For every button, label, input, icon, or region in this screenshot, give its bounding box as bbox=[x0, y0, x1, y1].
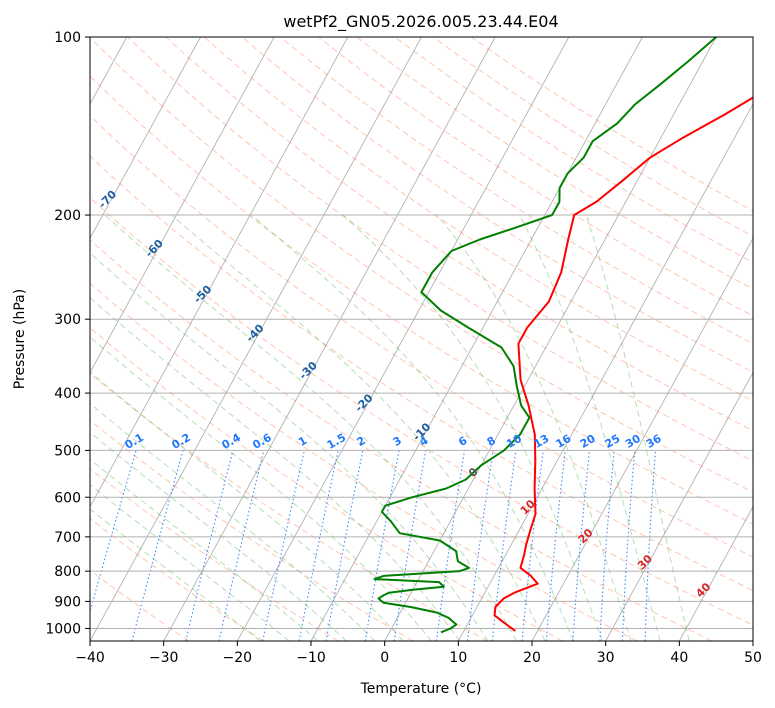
dry-adiabat-line bbox=[356, 37, 753, 290]
mixing-ratio-line bbox=[90, 450, 137, 614]
moist-adiabat-line bbox=[171, 214, 546, 641]
dry-adiabat-line bbox=[470, 37, 753, 212]
mixing-ratio-line bbox=[364, 450, 400, 641]
chart-title: wetPf2_GN05.2026.005.23.44.E04 bbox=[283, 12, 558, 32]
isotherm-line bbox=[605, 371, 753, 641]
x-tick-label: 0 bbox=[380, 650, 389, 666]
dry-adiabat-line bbox=[90, 37, 753, 493]
x-tick-label: 10 bbox=[449, 650, 467, 666]
isotherm-label: -80 bbox=[46, 143, 69, 166]
x-tick-label: −10 bbox=[296, 650, 326, 666]
moist-adiabat-line bbox=[90, 252, 489, 641]
y-tick-label: 1000 bbox=[45, 621, 81, 637]
x-tick-label: −40 bbox=[75, 650, 105, 666]
dry-adiabat-line bbox=[90, 155, 753, 592]
isotherm-line bbox=[90, 37, 422, 641]
y-tick-label: 600 bbox=[54, 490, 81, 506]
dry-adiabat-line bbox=[90, 282, 638, 641]
dry-adiabat-line bbox=[280, 37, 753, 345]
y-tick-label: 900 bbox=[54, 594, 81, 610]
isotherm-line bbox=[752, 640, 753, 641]
moist-adiabat-line bbox=[104, 214, 517, 641]
dry-adiabat-line bbox=[394, 37, 753, 263]
mixing-ratio-line bbox=[218, 450, 265, 641]
isotherm-line bbox=[90, 37, 275, 374]
moist-adiabat-line bbox=[585, 214, 690, 641]
pressure-gridlines bbox=[90, 37, 753, 629]
mixing-ratio-line bbox=[262, 450, 305, 641]
isotherm-line bbox=[310, 37, 643, 641]
moist-adiabat-line bbox=[518, 214, 661, 641]
dry-adiabat-line bbox=[90, 115, 753, 558]
moist-adiabat-line bbox=[90, 402, 376, 641]
isotherm-line bbox=[90, 37, 201, 240]
mixing-ratio-line bbox=[393, 450, 427, 641]
x-axis: −40 −30 −20 −10 0 10 20 30 40 50 bbox=[75, 641, 762, 666]
y-tick-label: 200 bbox=[54, 208, 81, 224]
x-tick-label: −30 bbox=[149, 650, 179, 666]
isotherm-line bbox=[531, 237, 753, 641]
dry-adiabat-line bbox=[90, 196, 753, 626]
dry-adiabat-line bbox=[432, 37, 753, 237]
moist-adiabat-line bbox=[250, 214, 575, 641]
y-axis: 100 200 300 400 500 600 700 800 900 1000 bbox=[45, 30, 90, 637]
isotherm-line bbox=[163, 37, 496, 641]
y-tick-label: 700 bbox=[54, 530, 81, 546]
isotherm-line bbox=[236, 37, 570, 641]
isotherm-line bbox=[90, 37, 349, 508]
x-tick-label: 20 bbox=[523, 650, 541, 666]
dry-adiabat-line bbox=[318, 37, 753, 317]
x-tick-label: 50 bbox=[744, 650, 762, 666]
x-tick-label: −20 bbox=[223, 650, 253, 666]
dry-adiabat-line bbox=[127, 37, 753, 462]
dry-adiabat-line bbox=[90, 75, 753, 525]
moist-adiabat-line bbox=[90, 336, 432, 641]
mixing-ratio-line bbox=[298, 450, 339, 641]
x-axis-title: Temperature (°C) bbox=[360, 681, 482, 697]
moist-adiabat-line bbox=[436, 214, 632, 641]
plot-background bbox=[90, 37, 753, 641]
mixing-ratio-line bbox=[131, 450, 184, 641]
y-axis-title: Pressure (hPa) bbox=[12, 289, 28, 389]
isotherm-line bbox=[678, 505, 753, 641]
y-tick-label: 300 bbox=[54, 312, 81, 328]
mixing-ratio-line bbox=[185, 450, 234, 641]
moist-adiabat-line bbox=[90, 458, 319, 641]
y-tick-label: 800 bbox=[54, 564, 81, 580]
y-tick-label: 400 bbox=[54, 386, 81, 402]
profile-series bbox=[373, 37, 753, 634]
isotherm-label: -90 bbox=[2, 90, 25, 113]
y-tick-label: 100 bbox=[54, 30, 81, 46]
dewpoint-profile-line bbox=[373, 37, 717, 634]
moist-adiabat-line bbox=[342, 214, 603, 641]
plot-frame bbox=[89, 36, 754, 642]
moist-adiabat-line bbox=[90, 297, 461, 641]
dry-adiabat-line bbox=[90, 327, 563, 641]
background-lines bbox=[90, 37, 753, 641]
mixing-ratio-line bbox=[466, 450, 494, 641]
moist-adiabat-line bbox=[90, 508, 261, 641]
moist-adiabat-line bbox=[90, 371, 404, 641]
moist-adiabat-line bbox=[90, 431, 347, 641]
x-tick-label: 40 bbox=[670, 650, 688, 666]
temperature-profile-line bbox=[493, 96, 753, 632]
isotherm-line bbox=[457, 103, 753, 641]
dry-adiabat-line bbox=[90, 468, 339, 641]
mixing-ratio-line bbox=[325, 450, 364, 641]
y-tick-label: 500 bbox=[54, 443, 81, 459]
x-tick-label: 30 bbox=[597, 650, 615, 666]
